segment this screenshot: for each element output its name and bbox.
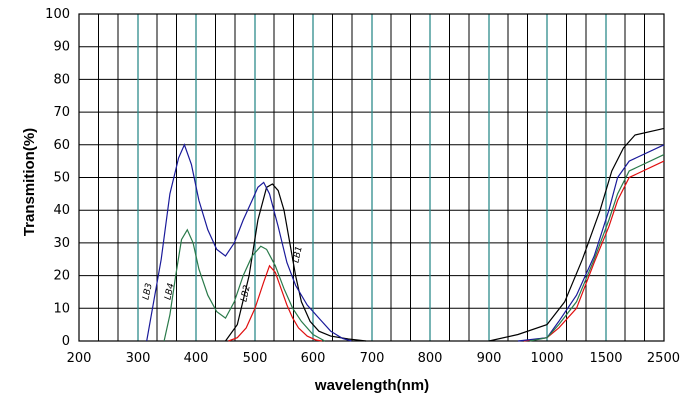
curve-label-lb2: LB2 — [239, 284, 252, 303]
x-tick-label: 900 — [477, 351, 502, 366]
plot-frame — [78, 13, 665, 342]
y-axis-label: Transmition(%) — [21, 128, 38, 236]
curves — [146, 127, 665, 342]
curve-label-lb4: LB4 — [163, 282, 176, 301]
curve-label-lb3: LB3 — [141, 282, 154, 301]
series-line-lb3 — [517, 144, 665, 342]
y-tick-label: 80 — [53, 72, 70, 87]
series-line-lb3 — [146, 143, 352, 342]
curve-labels: LB1 LB2 LB3 LB4 — [141, 245, 304, 303]
series-line-lb4 — [163, 228, 326, 342]
y-tick-label: 10 — [53, 301, 70, 316]
x-tick-label: 700 — [360, 351, 385, 366]
x-tick-label: 600 — [301, 351, 326, 366]
y-tick-label: 100 — [45, 7, 70, 22]
y-tick-label: 90 — [53, 40, 70, 55]
curve-label-lb1: LB1 — [291, 245, 304, 264]
series-line-lb2 — [228, 264, 322, 342]
y-axis-ticks: 0 10 20 30 40 50 60 70 80 90 100 — [45, 7, 70, 349]
x-tick-label: 500 — [243, 351, 268, 366]
x-tick-label: 400 — [184, 351, 209, 366]
series-line-lb4 — [529, 154, 665, 342]
series-line-lb1 — [488, 127, 665, 342]
series-line-lb2 — [523, 160, 665, 342]
y-tick-label: 70 — [53, 105, 70, 120]
x-axis-ticks: 200 300 400 500 600 700 800 900 1000 1500 2500 — [67, 351, 680, 366]
x-tick-label: 1500 — [589, 351, 622, 366]
y-tick-label: 0 — [62, 334, 70, 349]
y-tick-label: 30 — [53, 236, 70, 251]
x-tick-label: 1000 — [530, 351, 563, 366]
x-tick-label: 200 — [67, 351, 92, 366]
y-tick-label: 50 — [53, 171, 70, 186]
y-tick-label: 60 — [53, 138, 70, 153]
y-tick-label: 40 — [53, 203, 70, 218]
series-line-lb1 — [225, 183, 367, 342]
y-tick-label: 20 — [53, 269, 70, 284]
x-tick-label: 300 — [126, 351, 151, 366]
x-tick-label: 2500 — [647, 351, 680, 366]
x-axis-label: wavelength(nm) — [314, 377, 429, 394]
x-tick-label: 800 — [418, 351, 443, 366]
grid — [78, 13, 665, 342]
